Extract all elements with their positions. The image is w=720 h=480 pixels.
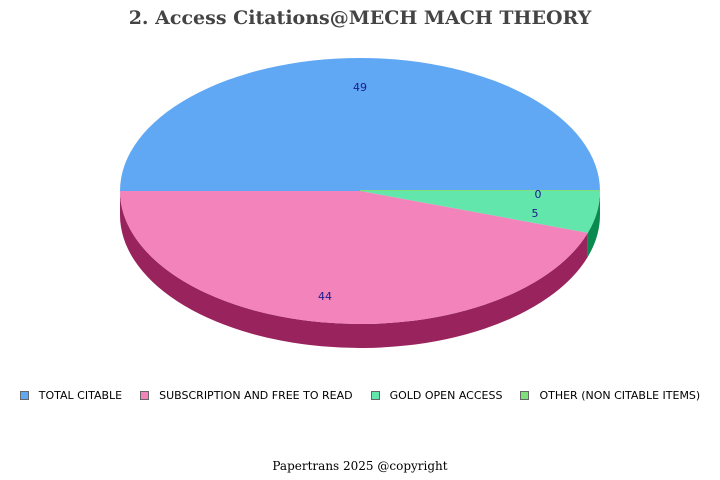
legend-swatch	[520, 391, 530, 400]
legend: TOTAL CITABLE SUBSCRIPTION AND FREE TO RE…	[0, 389, 720, 402]
legend-label: TOTAL CITABLE	[38, 389, 123, 402]
legend-swatch	[140, 391, 150, 400]
data-label: 0	[535, 188, 542, 201]
legend-label: SUBSCRIPTION AND FREE TO READ	[159, 389, 353, 402]
legend-label: OTHER (NON CITABLE ITEMS)	[539, 389, 701, 402]
pie-chart: 49 0 5 44	[120, 58, 600, 349]
legend-swatch	[370, 391, 380, 400]
legend-item[interactable]: OTHER (NON CITABLE ITEMS)	[520, 389, 700, 402]
footer: Papertrans 2025 @copyright	[272, 459, 448, 473]
slice	[120, 191, 588, 325]
data-label: 49	[353, 81, 367, 94]
legend-item[interactable]: SUBSCRIPTION AND FREE TO READ	[140, 389, 353, 402]
legend-label: GOLD OPEN ACCESS	[389, 389, 503, 402]
legend-swatch	[19, 391, 29, 400]
slice-side	[120, 191, 588, 349]
data-label: 44	[318, 290, 332, 303]
data-label: 5	[532, 207, 539, 220]
legend-item[interactable]: TOTAL CITABLE	[19, 389, 123, 402]
slice	[360, 191, 600, 233]
chart-title: 2. Access Citations@MECH MACH THEORY	[128, 7, 592, 29]
legend-item[interactable]: GOLD OPEN ACCESS	[370, 389, 503, 402]
slice-side	[587, 191, 600, 257]
slice	[120, 58, 600, 191]
